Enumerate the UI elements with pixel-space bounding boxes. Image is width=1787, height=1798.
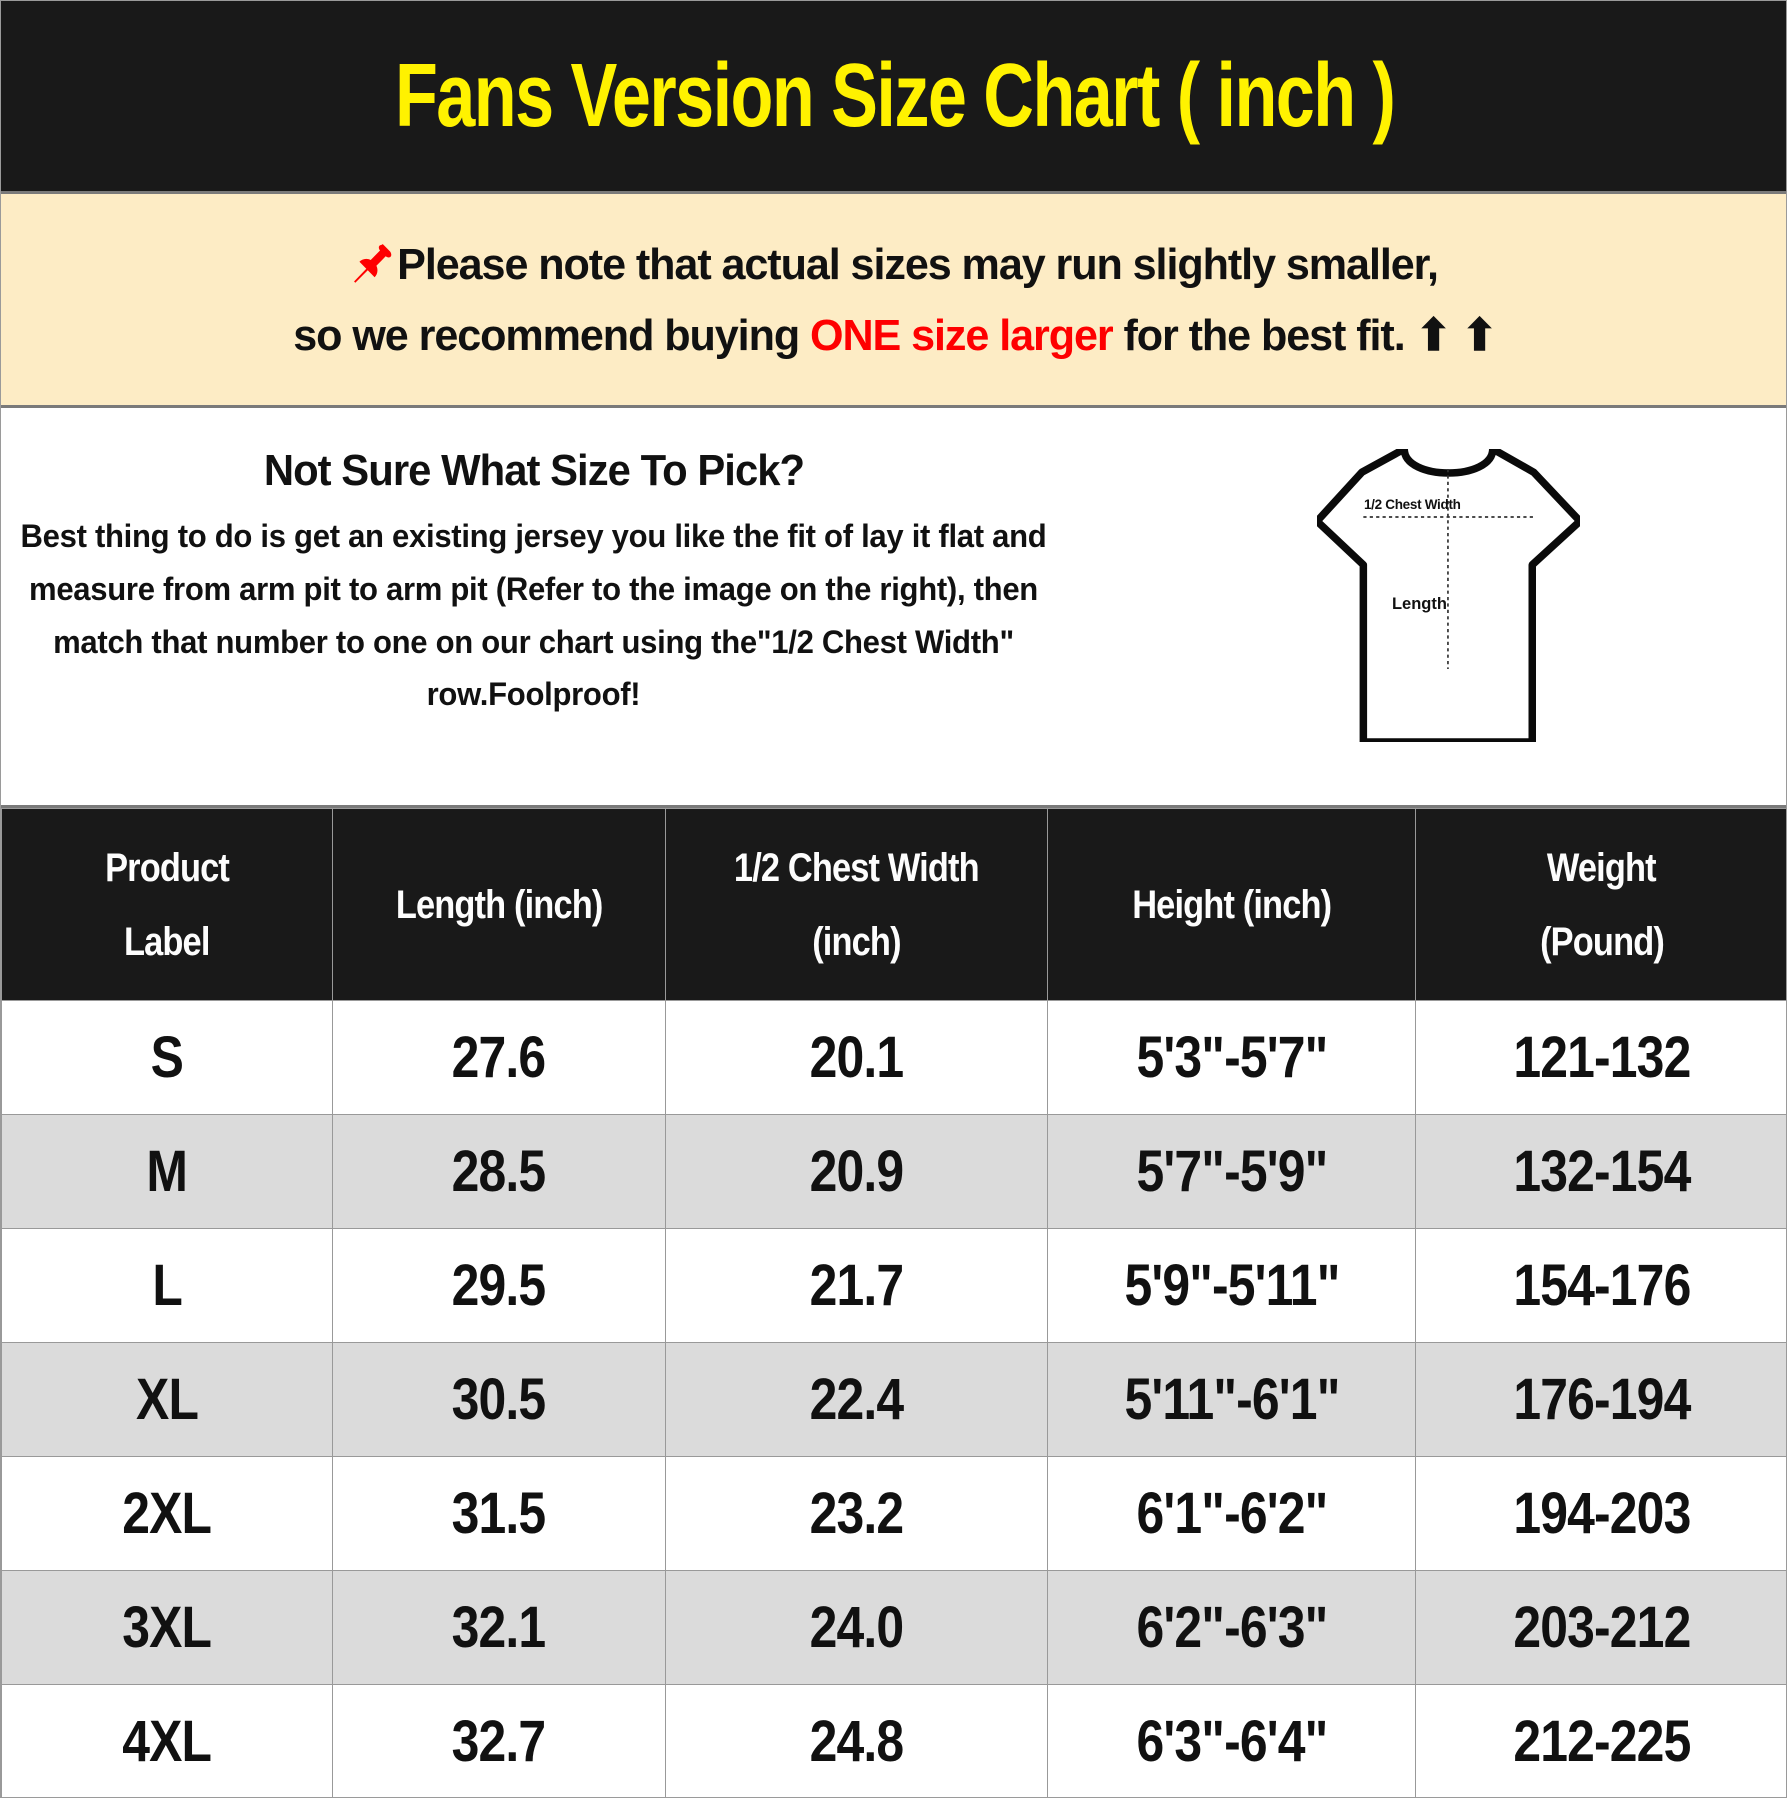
svg-text:1/2 Chest Width: 1/2 Chest Width <box>1364 497 1461 512</box>
svg-text:Length: Length <box>1392 595 1447 613</box>
